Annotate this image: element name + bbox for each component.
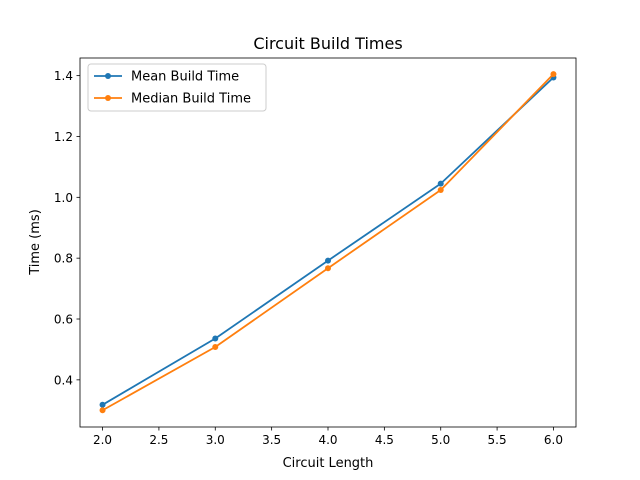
x-tick-label: 2.0 <box>93 433 112 447</box>
data-point-series-2 <box>437 187 444 194</box>
legend-marker-2 <box>105 95 111 101</box>
data-point-series-1 <box>99 401 106 408</box>
chart-title: Circuit Build Times <box>253 34 402 53</box>
data-point-series-1 <box>325 257 331 264</box>
x-tick-label: 5.0 <box>431 433 450 447</box>
plot-area: 2.0 2.5 3.0 3.5 4.0 4.5 5.0 5.5 6.0 0.4 0.6 0.8 1.0 1… <box>54 57 577 447</box>
legend-marker-1 <box>105 73 111 79</box>
x-tick-label: 3.5 <box>262 433 281 447</box>
y-tick-label: 0.6 <box>54 313 73 327</box>
y-tick-label: 0.8 <box>54 252 73 266</box>
y-tick-label: 1.4 <box>54 69 73 83</box>
x-tick-label: 6.0 <box>544 433 563 447</box>
y-tick-label: 0.4 <box>54 373 73 387</box>
x-tick-label: 4.0 <box>318 433 337 447</box>
data-point-series-2 <box>325 265 331 272</box>
legend: Mean Build Time Median Build Time <box>87 63 267 112</box>
x-tick-label: 2.5 <box>149 433 168 447</box>
y-tick-label: 1.0 <box>54 191 73 205</box>
data-point-series-1 <box>212 335 219 342</box>
data-point-series-2 <box>550 71 557 78</box>
legend-box <box>87 63 267 112</box>
data-point-series-2 <box>99 407 106 414</box>
y-tick-label: 1.2 <box>54 130 73 144</box>
data-point-series-1 <box>437 180 444 187</box>
x-tick-label: 4.5 <box>375 433 394 447</box>
x-tick-label: 5.5 <box>488 433 507 447</box>
y-axis-label: Time (ms) <box>28 209 43 276</box>
legend-label-1: Mean Build Time <box>131 70 239 85</box>
data-point-series-2 <box>212 343 219 350</box>
x-axis-label: Circuit Length <box>283 456 374 471</box>
legend-label-2: Median Build Time <box>131 92 251 107</box>
x-tick-label: 3.0 <box>206 433 225 447</box>
